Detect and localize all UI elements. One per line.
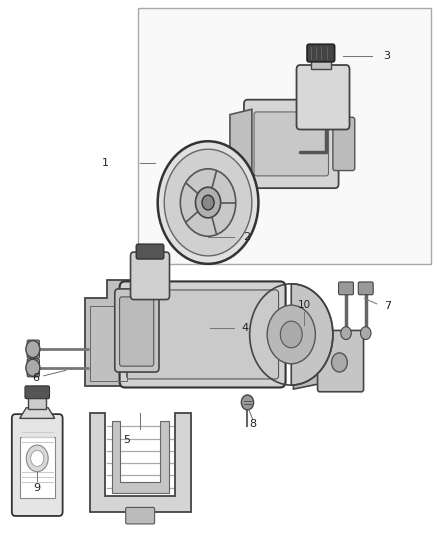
FancyBboxPatch shape bbox=[27, 359, 39, 377]
Text: 6: 6 bbox=[32, 374, 39, 383]
Wedge shape bbox=[291, 284, 333, 385]
Bar bbox=[138, 8, 431, 264]
Text: 2: 2 bbox=[243, 232, 250, 242]
Circle shape bbox=[341, 327, 351, 340]
Circle shape bbox=[280, 321, 302, 348]
FancyBboxPatch shape bbox=[126, 507, 155, 524]
Circle shape bbox=[158, 141, 258, 264]
Polygon shape bbox=[293, 333, 333, 389]
FancyBboxPatch shape bbox=[131, 252, 170, 300]
Bar bbox=[90, 306, 127, 381]
Circle shape bbox=[31, 450, 44, 466]
FancyBboxPatch shape bbox=[115, 289, 159, 372]
Circle shape bbox=[332, 353, 347, 372]
Polygon shape bbox=[90, 413, 191, 512]
FancyBboxPatch shape bbox=[254, 112, 328, 176]
FancyBboxPatch shape bbox=[333, 117, 355, 171]
FancyBboxPatch shape bbox=[120, 281, 286, 387]
Circle shape bbox=[26, 341, 40, 358]
Circle shape bbox=[202, 195, 214, 210]
FancyBboxPatch shape bbox=[297, 65, 350, 130]
Polygon shape bbox=[85, 280, 131, 386]
Circle shape bbox=[26, 359, 40, 376]
Bar bbox=[311, 58, 331, 69]
Text: 10: 10 bbox=[298, 300, 311, 310]
Circle shape bbox=[360, 327, 371, 340]
FancyBboxPatch shape bbox=[244, 100, 339, 188]
Circle shape bbox=[241, 395, 254, 410]
FancyBboxPatch shape bbox=[25, 386, 49, 399]
FancyBboxPatch shape bbox=[12, 414, 63, 516]
Text: 1: 1 bbox=[102, 158, 109, 167]
Text: 8: 8 bbox=[250, 419, 257, 429]
Circle shape bbox=[267, 305, 315, 364]
FancyBboxPatch shape bbox=[120, 297, 154, 366]
Text: 4: 4 bbox=[242, 323, 249, 333]
Polygon shape bbox=[112, 421, 169, 493]
Circle shape bbox=[164, 149, 252, 256]
Bar bbox=[28, 395, 46, 409]
Text: 5: 5 bbox=[124, 435, 131, 445]
Polygon shape bbox=[230, 109, 252, 179]
FancyBboxPatch shape bbox=[136, 244, 164, 259]
Circle shape bbox=[195, 187, 221, 218]
FancyBboxPatch shape bbox=[339, 282, 353, 295]
FancyBboxPatch shape bbox=[127, 290, 279, 379]
Text: 9: 9 bbox=[34, 483, 41, 492]
Bar bbox=[20, 437, 55, 498]
FancyBboxPatch shape bbox=[27, 340, 39, 358]
FancyBboxPatch shape bbox=[307, 44, 335, 62]
Text: 7: 7 bbox=[385, 302, 392, 311]
FancyBboxPatch shape bbox=[318, 330, 364, 392]
Text: 3: 3 bbox=[383, 51, 390, 61]
FancyBboxPatch shape bbox=[358, 282, 373, 295]
Circle shape bbox=[26, 445, 48, 472]
Polygon shape bbox=[20, 408, 55, 418]
Circle shape bbox=[180, 169, 236, 236]
